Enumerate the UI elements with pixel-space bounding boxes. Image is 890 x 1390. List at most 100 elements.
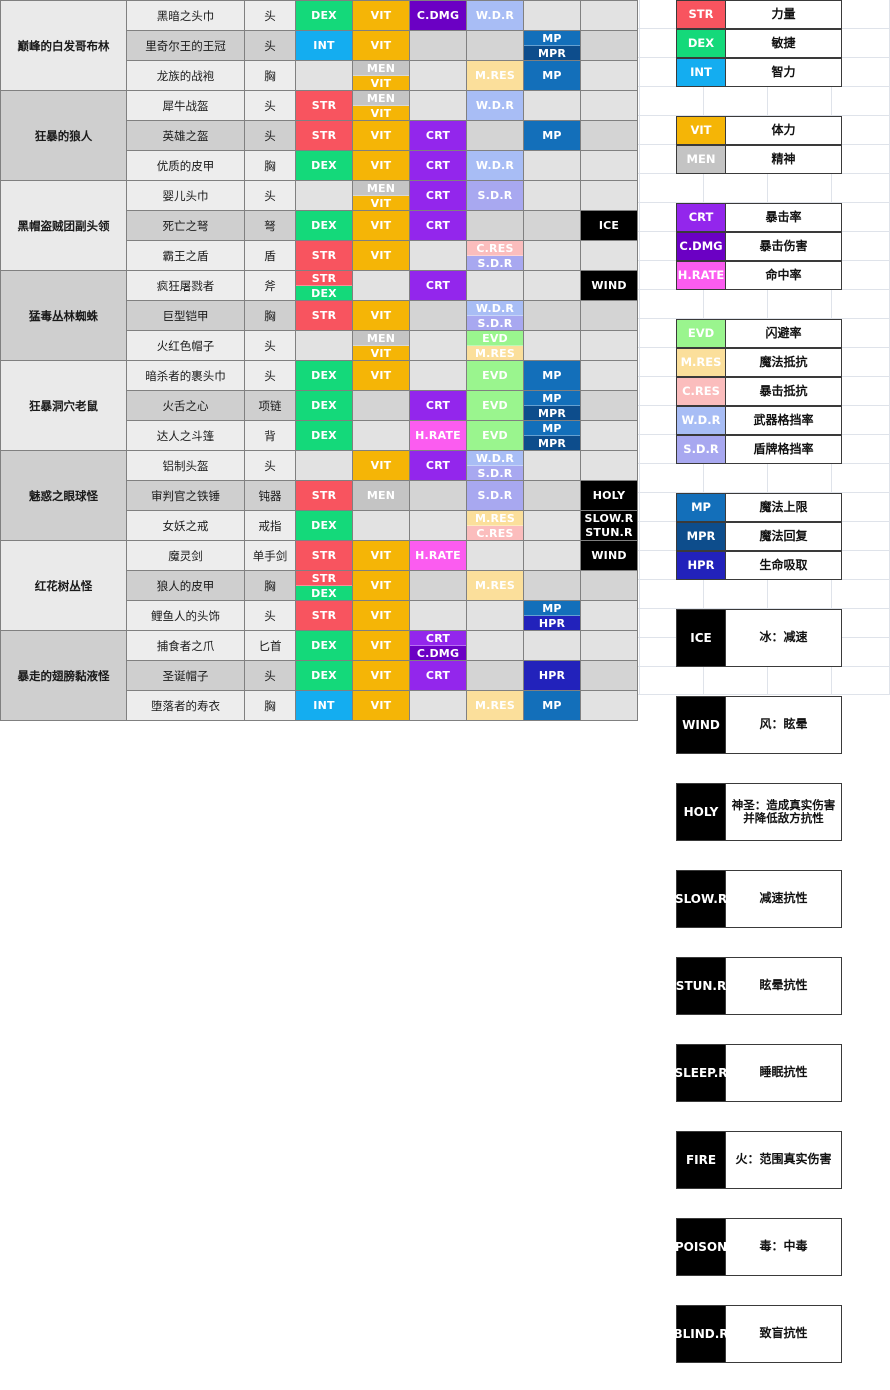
item-name-cell: 狼人的皮甲 [126, 570, 245, 601]
stat-chip-vit: VIT [353, 601, 409, 630]
legend-description: 神圣：造成真实伤害 并降低敌方抗性 [726, 783, 842, 841]
stat-cell-3: H.RATE [409, 420, 467, 451]
stat-cell-1: DEX [295, 0, 353, 31]
stat-cell-5: MP [523, 360, 581, 391]
legend-spacer [676, 928, 842, 957]
stat-chip-crt: CRT [410, 211, 466, 240]
equipment-slot-cell: 头 [244, 450, 296, 481]
stat-chip-mp: MP [524, 121, 580, 150]
legend-badge-poison: POISON [675, 1218, 727, 1276]
stat-chip-m-res: M.RES [467, 511, 523, 526]
stat-chip-evd: EVD [467, 421, 523, 450]
item-name-cell: 婴儿头巾 [126, 180, 245, 211]
equipment-slot-cell: 头 [244, 30, 296, 61]
stat-cell-2: MEN VIT [352, 90, 410, 121]
monster-name-cell: 暴走的翅膀黏液怪 [0, 630, 127, 721]
special-effect-cell [580, 180, 638, 211]
legend-group: SLEEP.R 睡眠抗性 [674, 1044, 842, 1131]
table-row: 狂暴洞穴老鼠 暗杀者的裹头巾头 DEX VIT EVD MP [0, 360, 638, 451]
stat-chip-vit: VIT [353, 106, 409, 120]
special-effect-cell [580, 630, 638, 661]
stat-cell-4 [466, 630, 524, 661]
stat-cell-1: STR [295, 600, 353, 631]
legend-group: EVD 闪避率 M.RES 魔法抵抗 C.RES 暴击抵抗 W.D.R 武器格挡率 S.D.R 盾… [676, 319, 842, 493]
legend-description: 生命吸取 [726, 551, 842, 580]
stat-chip-vit: VIT [353, 346, 409, 360]
stat-cell-2 [352, 270, 410, 301]
stat-cell-1: DEX [295, 210, 353, 241]
item-name-cell: 巨型铠甲 [126, 300, 245, 331]
equipment-slot-cell: 头 [244, 90, 296, 121]
stat-cell-4: W.D.R [466, 150, 524, 181]
equipment-slot-cell: 胸 [244, 570, 296, 601]
item-name-cell: 鲤鱼人的头饰 [126, 600, 245, 631]
legend-spacer [676, 1015, 842, 1044]
stat-cell-4 [466, 210, 524, 241]
stat-cell-2: VIT [352, 30, 410, 61]
equipment-slot-cell: 项链 [244, 390, 296, 421]
stat-cell-3: CRT [409, 270, 467, 301]
stat-cell-5 [523, 540, 581, 571]
stat-chip-mp: MP [524, 391, 580, 406]
stat-chip-vit: VIT [353, 1, 409, 30]
legend-row: HPR 生命吸取 [676, 551, 842, 580]
stat-chip-h-rate: H.RATE [410, 421, 466, 450]
legend-description: 暴击伤害 [726, 232, 842, 261]
stat-cell-1 [295, 450, 353, 481]
legend-description: 暴击率 [726, 203, 842, 232]
stat-cell-4: S.D.R [466, 480, 524, 511]
stat-chip-str: STR [296, 241, 352, 270]
legend-badge-c-dmg: C.DMG [676, 232, 726, 261]
legend-description: 力量 [726, 0, 842, 29]
legend-spacer [676, 841, 842, 870]
item-name-cell: 铝制头盔 [126, 450, 245, 481]
stat-cell-2: MEN VIT [352, 60, 410, 91]
special-effect-cell: HOLY [580, 480, 638, 511]
stat-chip-dex: DEX [296, 661, 352, 690]
stat-cell-4: M.RES C.RES [466, 510, 524, 541]
item-name-cell: 女妖之戒 [126, 510, 245, 541]
stat-cell-1 [295, 60, 353, 91]
stat-chip-w-d-r: W.D.R [467, 151, 523, 180]
legend-description: 魔法抵抗 [726, 348, 842, 377]
table-row: 狼人的皮甲胸 STR DEX VIT M.RES [1, 570, 638, 601]
legend-description: 盾牌格挡率 [726, 435, 842, 464]
item-name-cell: 魔灵剑 [126, 540, 245, 571]
stat-cell-2 [352, 510, 410, 541]
stat-chip-str: STR [296, 91, 352, 120]
legend-group: MP 魔法上限 MPR 魔法回复 HPR 生命吸取 [676, 493, 842, 609]
legend-badge-w-d-r: W.D.R [676, 406, 726, 435]
stat-cell-5 [523, 0, 581, 31]
equipment-slot-cell: 头 [244, 120, 296, 151]
legend-badge-ice: ICE [676, 609, 726, 667]
stat-cell-1: STR DEX [295, 570, 353, 601]
legend-row: C.RES 暴击抵抗 [676, 377, 842, 406]
monster-name-cell: 魅惑之眼球怪 [0, 450, 127, 541]
legend-spacer [676, 1363, 842, 1390]
stat-chip-mp: MP [524, 421, 580, 436]
stat-chip-s-d-r: S.D.R [467, 181, 523, 210]
stat-chip-men: MEN [353, 61, 409, 76]
stat-cell-1: STR [295, 480, 353, 511]
stat-chip-dex: DEX [296, 151, 352, 180]
equipment-slot-cell: 匕首 [244, 630, 296, 661]
legend-spacer [676, 1189, 842, 1218]
legend-spacer [676, 580, 842, 609]
item-name-cell: 圣诞帽子 [126, 660, 245, 691]
special-effect-cell [580, 300, 638, 331]
table-row: 黑帽盗贼团副头领 婴儿头巾头 MEN VIT CRT S.D.R [0, 180, 638, 271]
stat-cell-2 [352, 420, 410, 451]
equipment-slot-cell: 盾 [244, 240, 296, 271]
stat-cell-2: VIT [352, 150, 410, 181]
stat-chip-str: STR [296, 601, 352, 630]
equipment-slot-cell: 胸 [244, 150, 296, 181]
special-chip-stun-r: STUN.R [581, 525, 637, 540]
stat-cell-2: VIT [352, 570, 410, 601]
stat-chip-s-d-r: S.D.R [467, 316, 523, 330]
legend-badge-mp: MP [676, 493, 726, 522]
stat-chip-hpr: HPR [524, 616, 580, 630]
legend-group: STR 力量 DEX 敏捷 INT 智力 [676, 0, 842, 116]
legend-badge-evd: EVD [676, 319, 726, 348]
legend-description: 暴击抵抗 [726, 377, 842, 406]
legend-description: 魔法回复 [726, 522, 842, 551]
